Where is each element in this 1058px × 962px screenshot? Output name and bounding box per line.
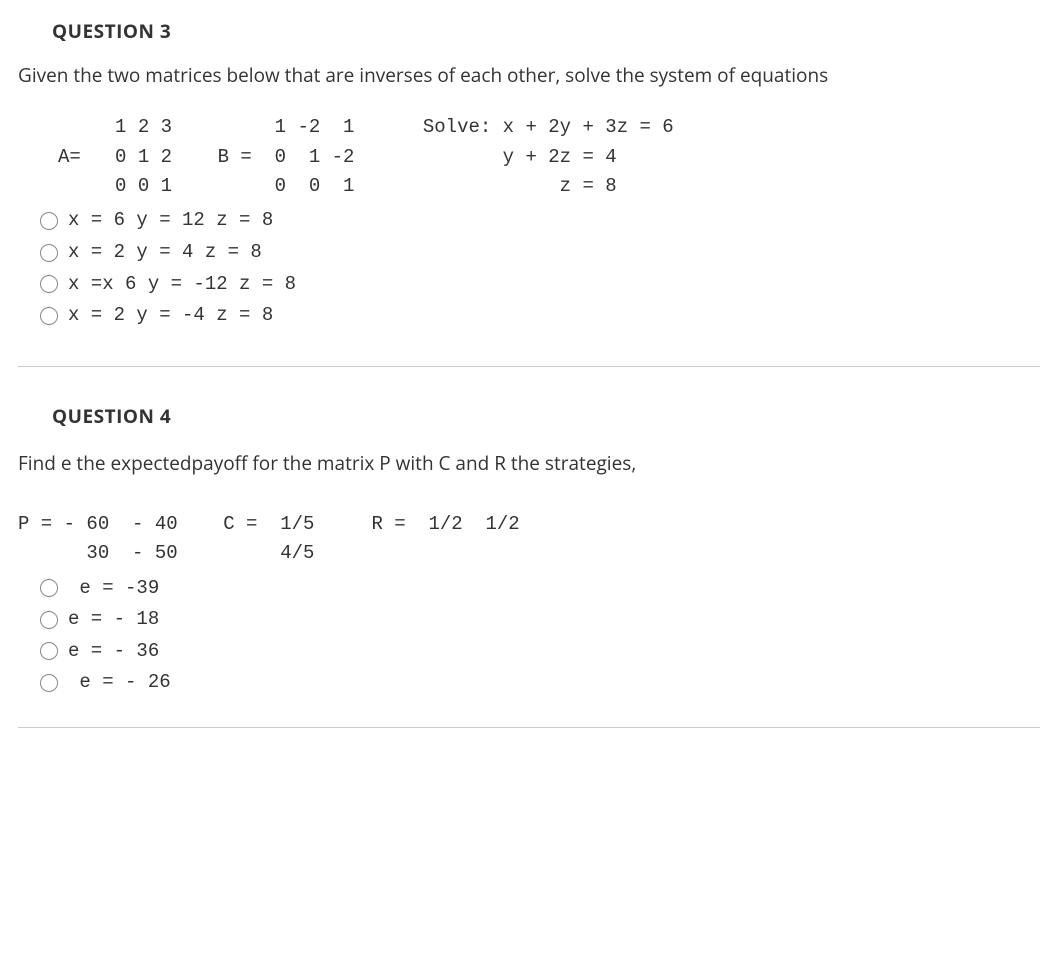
question-3-math: 1 2 3 1 -2 1 Solve: x + 2y + 3z = 6 A= 0… [58,113,1040,201]
q3-option-3-label: x =x 6 y = -12 z = 8 [68,271,296,299]
radio-icon[interactable] [40,212,58,230]
q3-option-2-label: x = 2 y = 4 z = 8 [68,239,262,267]
q3-option-2[interactable]: x = 2 y = 4 z = 8 [40,239,1040,267]
q4-math-row-2: 30 - 50 4/5 [18,539,1040,568]
radio-icon[interactable] [40,275,58,293]
q4-option-3-label: e = - 36 [68,638,159,666]
q4-option-4-label: e = - 26 [68,669,171,697]
q4-option-1[interactable]: e = -39 [40,575,1040,603]
q4-option-2[interactable]: e = - 18 [40,606,1040,634]
divider [18,727,1040,728]
question-4-body: Find e the expectedpayoff for the matrix… [18,450,1040,697]
radio-icon[interactable] [40,642,58,660]
q4-option-3[interactable]: e = - 36 [40,638,1040,666]
question-3-body: Given the two matrices below that are in… [18,62,1040,330]
q3-option-4-label: x = 2 y = -4 z = 8 [68,302,273,330]
q3-option-1[interactable]: x = 6 y = 12 z = 8 [40,207,1040,235]
q3-math-row-1: 1 2 3 1 -2 1 Solve: x + 2y + 3z = 6 [58,113,1040,142]
q4-option-1-label: e = -39 [68,575,159,603]
question-3-title: QUESTION 3 [52,18,1040,46]
q4-option-4[interactable]: e = - 26 [40,669,1040,697]
radio-icon[interactable] [40,579,58,597]
question-3-prompt: Given the two matrices below that are in… [18,62,1040,90]
question-3-options: x = 6 y = 12 z = 8 x = 2 y = 4 z = 8 x =… [40,207,1040,329]
question-4-title: QUESTION 4 [52,403,1040,431]
q3-option-3[interactable]: x =x 6 y = -12 z = 8 [40,271,1040,299]
q3-option-1-label: x = 6 y = 12 z = 8 [68,207,273,235]
radio-icon[interactable] [40,674,58,692]
q4-option-2-label: e = - 18 [68,606,159,634]
radio-icon[interactable] [40,244,58,262]
question-4-prompt: Find e the expectedpayoff for the matrix… [18,450,1040,478]
q3-math-row-3: 0 0 1 0 0 1 z = 8 [58,172,1040,201]
radio-icon[interactable] [40,307,58,325]
divider [18,366,1040,367]
q4-math-row-1: P = - 60 - 40 C = 1/5 R = 1/2 1/2 [18,510,1040,539]
question-4-math: P = - 60 - 40 C = 1/5 R = 1/2 1/2 30 - 5… [18,510,1040,569]
q3-math-row-2: A= 0 1 2 B = 0 1 -2 y + 2z = 4 [58,143,1040,172]
question-4-options: e = -39 e = - 18 e = - 36 e = - 26 [40,575,1040,697]
q3-option-4[interactable]: x = 2 y = -4 z = 8 [40,302,1040,330]
radio-icon[interactable] [40,611,58,629]
